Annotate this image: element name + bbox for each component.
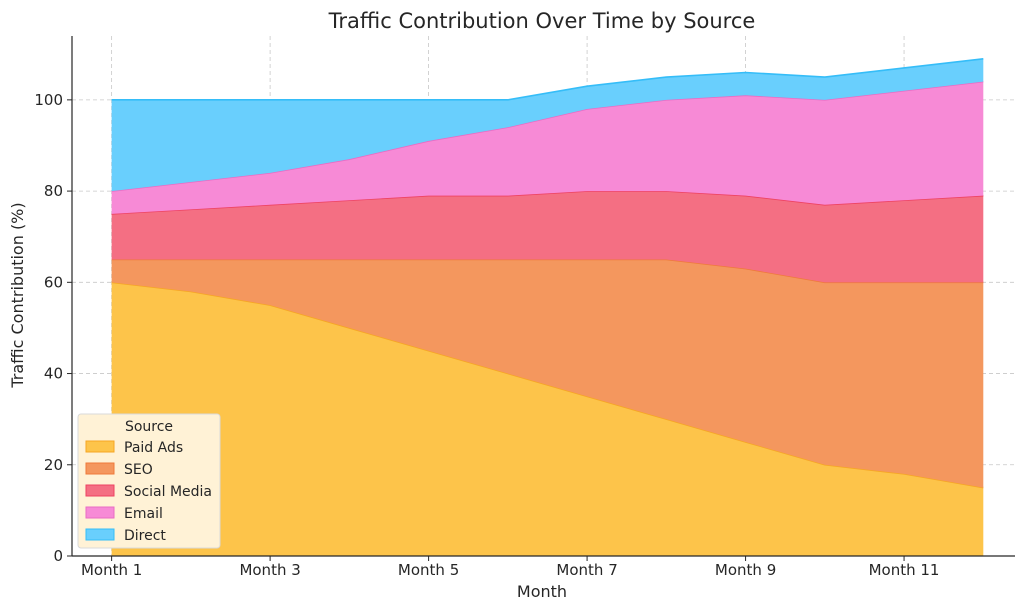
legend-swatch-social-media (85, 484, 115, 497)
y-tick-label: 20 (44, 456, 63, 474)
x-tick-label: Month 1 (81, 561, 142, 579)
y-tick-label: 60 (44, 273, 63, 291)
legend-swatch-direct (85, 528, 115, 541)
legend-swatch-seo (85, 462, 115, 475)
x-tick-label: Month 5 (398, 561, 459, 579)
area-direct (111, 58, 984, 192)
legend-label-seo: SEO (124, 462, 153, 478)
x-tick-label: Month 7 (556, 561, 617, 579)
area-edge-direct (111, 58, 984, 101)
legend-swatch-paid-ads (85, 440, 115, 453)
legend-label-social-media: Social Media (124, 484, 212, 500)
area-series-layer (111, 58, 984, 556)
legend-label-email: Email (124, 506, 163, 522)
x-tick-label: Month 9 (715, 561, 776, 579)
legend-label-direct: Direct (124, 528, 166, 544)
area-seo (111, 259, 984, 488)
axes: 0 20 40 60 80 100 Month 1 Month 3 Month 5 Month 7… (34, 36, 1015, 579)
area-social-media (111, 191, 984, 283)
area-email (111, 81, 984, 214)
x-tick-label: Month 3 (239, 561, 300, 579)
legend-swatch-email (85, 506, 115, 519)
y-tick-label: 80 (44, 182, 63, 200)
chart-title: Traffic Contribution Over Time by Source (328, 9, 756, 33)
legend-title: Source (125, 419, 173, 435)
y-tick-label: 100 (34, 91, 63, 109)
legend: Source Paid Ads SEO Social Media Email Direc… (77, 413, 221, 549)
x-axis-label: Month (517, 582, 567, 601)
area-paid-ads (111, 282, 984, 556)
y-tick-label: 40 (44, 365, 63, 383)
y-tick-label: 0 (53, 547, 63, 565)
y-axis-label: Traffic Contribution (%) (8, 202, 27, 388)
x-tick-label: Month 11 (869, 561, 940, 579)
legend-items: Paid Ads SEO Social Media Email Direct (85, 440, 212, 544)
legend-label-paid-ads: Paid Ads (124, 440, 183, 456)
